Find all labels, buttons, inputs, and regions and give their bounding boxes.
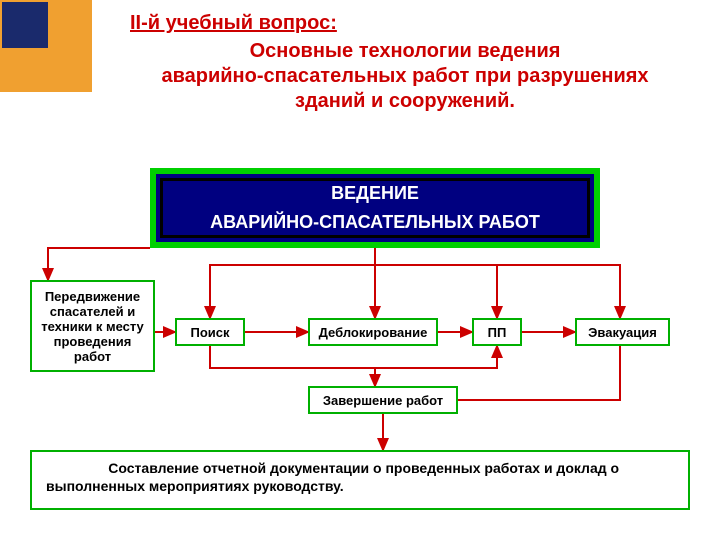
bottom-text: Составление отчетной документации о пров…: [46, 460, 619, 494]
node-evac: Эвакуация: [575, 318, 670, 346]
node-deblock: Деблокирование: [308, 318, 438, 346]
title-line2: АВАРИЙНО-СПАСАТЕЛЬНЫХ РАБОТ: [210, 212, 540, 233]
node-pp: ПП: [472, 318, 522, 346]
title-line1: ВЕДЕНИЕ: [331, 183, 419, 204]
heading-line3: аварийно-спасательных работ при разрушен…: [120, 64, 690, 89]
heading-line1: II-й учебный вопрос:: [130, 12, 690, 35]
node-finish: Завершение работ: [308, 386, 458, 414]
heading-block: II-й учебный вопрос: Основные технологии…: [120, 12, 690, 114]
bottom-box: xxxxxxxxСоставление отчетной документаци…: [30, 450, 690, 510]
node-move: Передвижение спасателей и техники к мест…: [30, 280, 155, 372]
title-box: ВЕДЕНИЕ АВАРИЙНО-СПАСАТЕЛЬНЫХ РАБОТ: [150, 168, 600, 248]
heading-line4: зданий и сооружений.: [120, 89, 690, 114]
node-search: Поиск: [175, 318, 245, 346]
heading-line2: Основные технологии ведения: [120, 39, 690, 64]
decorative-corner: [0, 0, 92, 92]
